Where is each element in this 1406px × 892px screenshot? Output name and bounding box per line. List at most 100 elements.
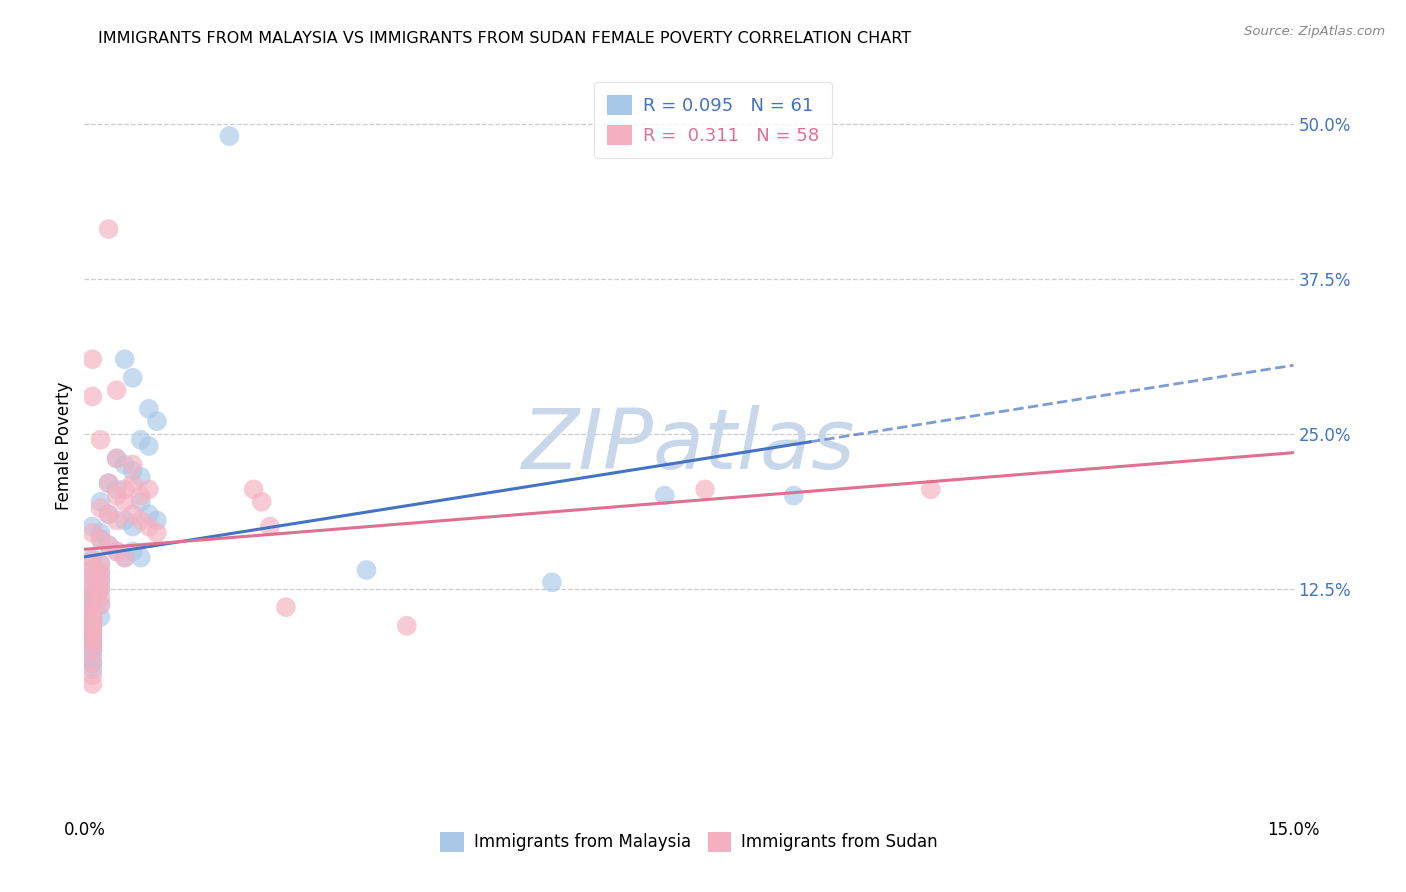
Point — [129, 489, 152, 503]
Point — [121, 507, 143, 521]
Point — [89, 532, 111, 546]
Point — [105, 451, 128, 466]
Point — [114, 483, 136, 497]
Point — [82, 550, 104, 565]
Point — [82, 591, 104, 605]
Point — [114, 550, 136, 565]
Point — [82, 563, 104, 577]
Point — [82, 578, 104, 592]
Point — [259, 519, 281, 533]
Text: IMMIGRANTS FROM MALAYSIA VS IMMIGRANTS FROM SUDAN FEMALE POVERTY CORRELATION CHA: IMMIGRANTS FROM MALAYSIA VS IMMIGRANTS F… — [98, 31, 911, 46]
Point — [129, 433, 152, 447]
Point — [89, 495, 111, 509]
Point — [82, 623, 104, 637]
Point — [82, 615, 104, 629]
Point — [82, 640, 104, 654]
Point — [693, 483, 716, 497]
Point — [250, 495, 273, 509]
Point — [82, 602, 104, 616]
Point — [121, 519, 143, 533]
Point — [89, 557, 111, 571]
Point — [82, 649, 104, 664]
Point — [82, 627, 104, 641]
Point — [105, 383, 128, 397]
Point — [97, 507, 120, 521]
Point — [82, 602, 104, 616]
Point — [97, 538, 120, 552]
Point — [138, 483, 160, 497]
Point — [146, 414, 169, 428]
Point — [89, 582, 111, 596]
Point — [82, 615, 104, 629]
Point — [82, 578, 104, 592]
Point — [97, 507, 120, 521]
Point — [138, 439, 160, 453]
Text: Source: ZipAtlas.com: Source: ZipAtlas.com — [1244, 25, 1385, 38]
Point — [138, 401, 160, 416]
Point — [121, 464, 143, 478]
Point — [138, 507, 160, 521]
Point — [129, 495, 152, 509]
Point — [114, 513, 136, 527]
Point — [89, 573, 111, 587]
Point — [114, 550, 136, 565]
Point — [121, 458, 143, 472]
Point — [82, 643, 104, 657]
Legend: Immigrants from Malaysia, Immigrants from Sudan: Immigrants from Malaysia, Immigrants fro… — [433, 826, 945, 858]
Point — [654, 489, 676, 503]
Point — [541, 575, 564, 590]
Point — [82, 389, 104, 403]
Point — [82, 668, 104, 682]
Point — [121, 371, 143, 385]
Point — [82, 519, 104, 533]
Point — [82, 560, 104, 574]
Point — [129, 513, 152, 527]
Point — [82, 631, 104, 645]
Point — [82, 594, 104, 608]
Point — [89, 500, 111, 515]
Point — [82, 352, 104, 367]
Point — [356, 563, 378, 577]
Point — [138, 519, 160, 533]
Point — [274, 600, 297, 615]
Point — [242, 483, 264, 497]
Point — [105, 544, 128, 558]
Point — [105, 483, 128, 497]
Point — [89, 525, 111, 540]
Point — [97, 538, 120, 552]
Point — [129, 470, 152, 484]
Point — [82, 619, 104, 633]
Point — [82, 677, 104, 691]
Point — [82, 623, 104, 637]
Point — [114, 495, 136, 509]
Point — [105, 544, 128, 558]
Point — [89, 591, 111, 605]
Point — [89, 598, 111, 612]
Point — [89, 557, 111, 571]
Point — [82, 553, 104, 567]
Y-axis label: Female Poverty: Female Poverty — [55, 382, 73, 510]
Point — [97, 222, 120, 236]
Point — [82, 613, 104, 627]
Point — [82, 624, 104, 639]
Point — [82, 643, 104, 657]
Point — [105, 451, 128, 466]
Point — [89, 566, 111, 580]
Point — [121, 544, 143, 558]
Point — [920, 483, 942, 497]
Point — [89, 610, 111, 624]
Point — [89, 566, 111, 580]
Point — [82, 588, 104, 602]
Point — [105, 489, 128, 503]
Point — [783, 489, 806, 503]
Point — [82, 637, 104, 651]
Point — [146, 513, 169, 527]
Point — [89, 582, 111, 596]
Point — [146, 525, 169, 540]
Point — [82, 619, 104, 633]
Point — [114, 458, 136, 472]
Point — [82, 656, 104, 670]
Point — [82, 600, 104, 615]
Point — [82, 569, 104, 583]
Point — [89, 433, 111, 447]
